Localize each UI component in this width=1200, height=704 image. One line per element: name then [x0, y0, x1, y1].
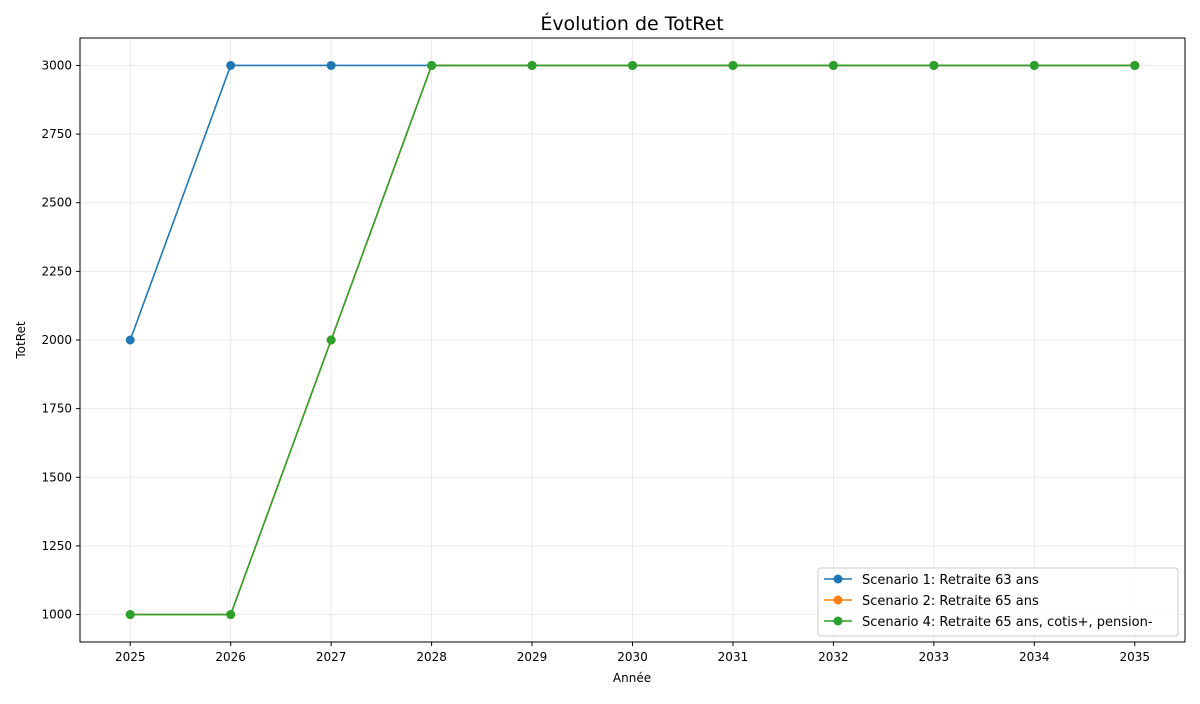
legend-item: Scenario 2: Retraite 65 ans [824, 594, 1039, 609]
y-tick-label: 1750 [41, 402, 72, 416]
x-tick-label: 2034 [1019, 650, 1050, 664]
y-tick-label: 1000 [41, 608, 72, 622]
y-tick-label: 2000 [41, 333, 72, 347]
data-point [226, 60, 236, 70]
series-layer [125, 60, 1140, 620]
y-tick-label: 3000 [41, 58, 72, 72]
legend-marker [833, 595, 843, 605]
x-tick-label: 2031 [718, 650, 749, 664]
y-tick-label: 2250 [41, 264, 72, 278]
legend-box [817, 567, 1179, 637]
chart-title: Évolution de TotRet [540, 12, 723, 35]
x-tick-label: 2027 [316, 650, 347, 664]
data-point [828, 60, 838, 70]
x-tick-label: 2035 [1119, 650, 1150, 664]
data-point [628, 60, 637, 70]
data-point [929, 60, 939, 70]
x-axis-title: Année [613, 671, 651, 685]
legend-marker [833, 616, 843, 626]
data-point [326, 60, 336, 70]
data-point [326, 335, 336, 345]
grid [80, 38, 1185, 642]
legend: Scenario 1: Retraite 63 ans Scenario 2: R… [817, 567, 1179, 637]
x-tick-label: 2025 [115, 650, 146, 664]
y-tick-label: 2500 [41, 196, 72, 210]
data-point [1029, 60, 1039, 70]
x-tick-label: 2030 [617, 650, 648, 664]
data-point [226, 610, 236, 620]
series-3 [125, 60, 1140, 620]
y-tick-label: 1500 [41, 470, 72, 484]
x-tick-label: 2032 [818, 650, 849, 664]
data-point [427, 60, 437, 70]
y-tick-label: 2750 [41, 127, 72, 141]
y-tick-label: 1250 [41, 539, 72, 553]
legend-item: Scenario 1: Retraite 63 ans [824, 573, 1039, 588]
legend-item: Scenario 4: Retraite 65 ans, cotis+, pen… [824, 615, 1153, 630]
x-tick-label: 2026 [215, 650, 246, 664]
data-point [728, 60, 738, 70]
y-axis-title: TotRet [14, 321, 28, 360]
x-tick-label: 2028 [416, 650, 447, 664]
legend-label: Scenario 1: Retraite 63 ans [862, 573, 1039, 588]
legend-marker [833, 574, 843, 584]
legend-label: Scenario 4: Retraite 65 ans, cotis+, pen… [862, 615, 1153, 630]
data-point [527, 60, 537, 70]
ticks: 2025 2026 2027 2028 2029 2030 2031 2032 2033 2034… [41, 58, 1150, 664]
legend-label: Scenario 2: Retraite 65 ans [862, 594, 1039, 609]
data-point [1130, 60, 1140, 70]
data-point [125, 610, 135, 620]
data-point [125, 335, 135, 345]
x-tick-label: 2033 [919, 650, 950, 664]
x-tick-label: 2029 [517, 650, 548, 664]
